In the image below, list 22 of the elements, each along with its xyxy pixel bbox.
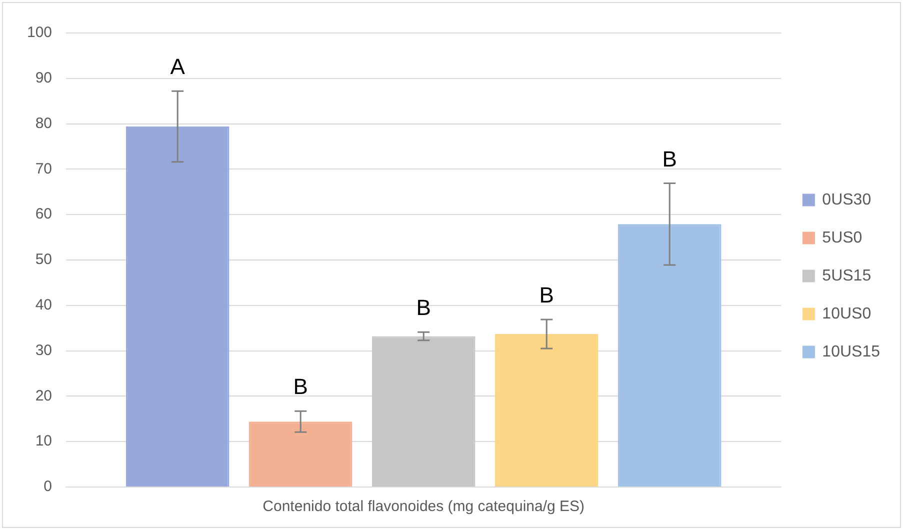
y-tick-label: 50 [35,251,52,268]
annotation: B [662,146,677,172]
annotation: B [539,282,554,308]
y-tick-label: 80 [35,114,52,132]
legend-label: 5US0 [822,229,862,246]
legend-label: 0US30 [822,191,872,208]
legend-label: 10US15 [822,343,880,360]
annotation: A [170,54,186,80]
y-tick-label: 10 [35,432,52,450]
y-tick-label: 30 [35,342,52,359]
y-tick-label: 0 [44,478,52,496]
annotation: B [293,374,308,400]
y-tick-label: 70 [35,160,52,178]
legend-label: 10US0 [822,305,872,322]
x-tick-label: Contenido total flavonoides (mg catequina/g ES) [262,498,585,516]
legend-label: 5US15 [822,267,872,284]
y-tick-label: 40 [35,296,52,314]
annotation: B [416,295,431,320]
y-tick-label: 60 [35,206,52,223]
y-tick-label: 100 [26,24,52,42]
y-tick-label: 90 [35,70,52,87]
y-tick-label: 20 [35,387,52,404]
